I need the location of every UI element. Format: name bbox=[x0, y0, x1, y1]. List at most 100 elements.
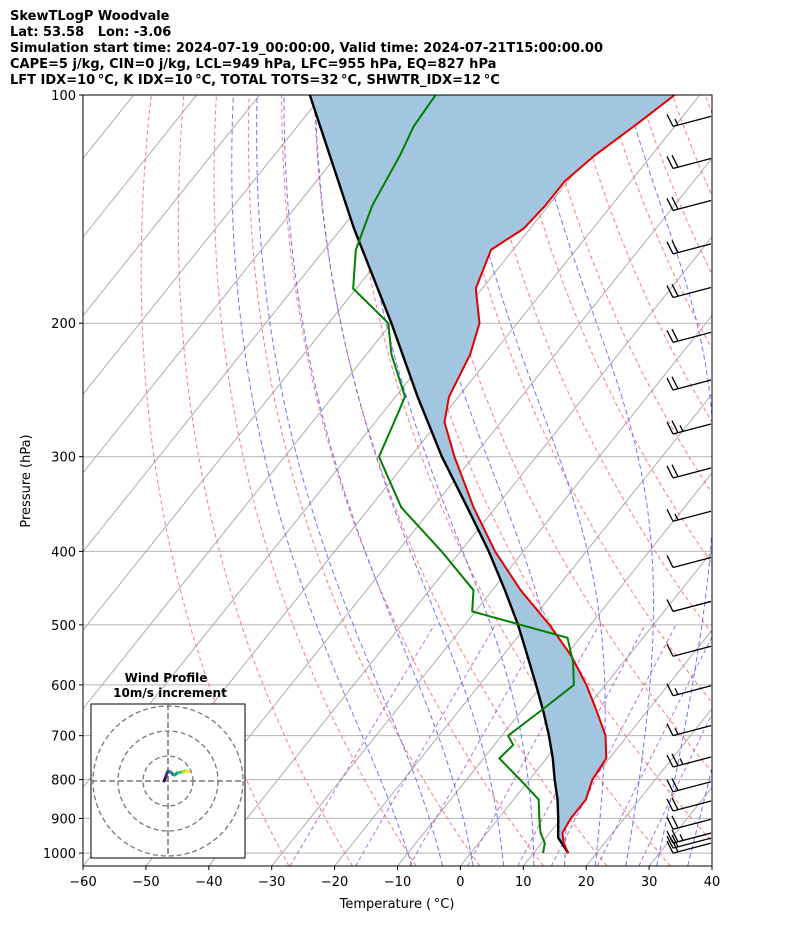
inset-title: Wind Profile bbox=[125, 671, 208, 685]
mixing-ratio-line bbox=[409, 624, 546, 866]
wind-barb-shaft bbox=[672, 286, 712, 299]
wind-barb bbox=[666, 778, 712, 793]
y-axis-label: Pressure (hPa) bbox=[19, 434, 34, 527]
wind-barb-flag bbox=[671, 154, 679, 168]
isotherm-line bbox=[83, 95, 449, 553]
wind-barb-flag bbox=[671, 778, 679, 791]
wind-barb-shaft bbox=[672, 556, 712, 569]
x-tick-label: −50 bbox=[132, 875, 159, 890]
wind-barb bbox=[666, 420, 712, 435]
wind-barb bbox=[666, 753, 712, 768]
dry-adiabat-line bbox=[509, 95, 712, 565]
wind-barb-flag bbox=[666, 114, 674, 127]
wind-barb-flag bbox=[666, 835, 674, 849]
y-tick-label: 300 bbox=[51, 451, 76, 466]
wind-barb-flag bbox=[671, 753, 679, 767]
wind-barb-half-flag bbox=[679, 758, 684, 765]
wind-barb-shaft bbox=[672, 199, 712, 212]
dry-adiabat-line bbox=[140, 95, 290, 866]
mixing-ratio-line bbox=[355, 624, 496, 866]
x-tick-label: 0 bbox=[456, 875, 464, 890]
wind-barb bbox=[666, 683, 712, 697]
x-tick-label: 20 bbox=[578, 875, 595, 890]
wind-barb bbox=[666, 508, 712, 522]
moist-adiabat-line bbox=[256, 95, 444, 866]
wind-barb-flag bbox=[671, 834, 679, 848]
wind-barb bbox=[666, 240, 712, 255]
wind-barb-flag bbox=[671, 420, 679, 433]
x-tick-label: −20 bbox=[321, 875, 348, 890]
x-axis-label: Temperature ( °C) bbox=[339, 897, 455, 912]
wind-barb-flag bbox=[666, 798, 674, 812]
wind-barb-flag bbox=[671, 829, 679, 843]
wind-barb-flag bbox=[666, 779, 674, 793]
wind-barb-shaft bbox=[672, 331, 712, 344]
wind-barb-shaft bbox=[672, 781, 712, 793]
wind-barb bbox=[666, 834, 712, 849]
dry-adiabat-line bbox=[247, 95, 481, 866]
wind-barb bbox=[666, 114, 712, 128]
isotherm-line bbox=[711, 865, 712, 866]
wind-barb-shaft bbox=[672, 243, 712, 255]
x-tick-label: −30 bbox=[258, 875, 285, 890]
wind-barb-flag bbox=[671, 464, 679, 477]
temperature-profile-line bbox=[443, 95, 676, 854]
wind-barb-shaft bbox=[672, 725, 712, 737]
moist-adiabat-line bbox=[625, 95, 712, 866]
wind-barb-shaft bbox=[672, 685, 712, 697]
dry-adiabat-line bbox=[281, 95, 544, 866]
wind-barb-half-flag bbox=[679, 834, 684, 841]
wind-barb-flag bbox=[666, 285, 674, 298]
wind-barb-half-flag bbox=[679, 425, 684, 432]
mixing-ratio-line bbox=[289, 624, 435, 866]
wind-barb bbox=[666, 839, 712, 854]
wind-barb-half-flag bbox=[674, 688, 679, 695]
wind-barb-half-flag bbox=[674, 513, 679, 521]
isotherm-line bbox=[208, 236, 712, 866]
x-tick-label: −10 bbox=[384, 875, 411, 890]
dry-adiabat-line bbox=[672, 95, 712, 198]
wind-barb-flag bbox=[671, 797, 679, 810]
wind-barb-flag bbox=[666, 508, 674, 522]
wind-barb-shaft bbox=[672, 467, 712, 479]
wind-barb-shaft bbox=[672, 800, 712, 812]
y-tick-label: 500 bbox=[51, 619, 76, 634]
chart-title-station: SkewTLogP Woodvale bbox=[10, 9, 170, 24]
wind-barb-shaft bbox=[672, 510, 712, 522]
y-tick-label: 100 bbox=[51, 89, 76, 104]
y-tick-label: 700 bbox=[51, 730, 76, 745]
wind-barb-shaft bbox=[672, 157, 712, 170]
moist-adiabat-line bbox=[687, 766, 712, 866]
dry-adiabat-line bbox=[770, 95, 794, 866]
mixing-ratio-line bbox=[517, 624, 646, 866]
wind-barb-flag bbox=[666, 830, 674, 844]
wind-barb-shaft bbox=[672, 756, 712, 768]
wind-barb-flag bbox=[666, 643, 674, 657]
wind-profile-inset: Wind Profile 10m/s increment bbox=[90, 671, 246, 859]
wind-barb bbox=[666, 196, 712, 212]
wind-barb-flag bbox=[671, 376, 679, 389]
isotherm-line bbox=[83, 95, 386, 474]
x-tick-label: −60 bbox=[69, 875, 96, 890]
wind-barb-flag bbox=[666, 723, 674, 736]
y-tick-label: 1000 bbox=[43, 847, 76, 862]
wind-barb bbox=[666, 643, 712, 657]
dry-adiabat-line bbox=[476, 95, 712, 635]
wind-barb bbox=[666, 555, 712, 569]
isotherm-line bbox=[397, 472, 712, 866]
isotherm-line bbox=[0, 95, 71, 866]
wind-barb-flag bbox=[666, 156, 674, 169]
wind-barb-flag bbox=[666, 816, 674, 830]
dry-adiabat-line bbox=[606, 95, 712, 351]
dry-adiabat-line bbox=[443, 95, 712, 704]
wind-barb bbox=[666, 599, 712, 613]
x-tick-label: 30 bbox=[641, 875, 658, 890]
parcel-profile-line bbox=[308, 95, 570, 854]
y-tick-label: 800 bbox=[51, 774, 76, 789]
wind-barb-shaft bbox=[672, 832, 712, 844]
x-tick-label: −40 bbox=[195, 875, 222, 890]
wind-barb-flag bbox=[666, 599, 674, 612]
wind-barb bbox=[666, 154, 712, 170]
wind-barb-half-flag bbox=[674, 728, 679, 735]
